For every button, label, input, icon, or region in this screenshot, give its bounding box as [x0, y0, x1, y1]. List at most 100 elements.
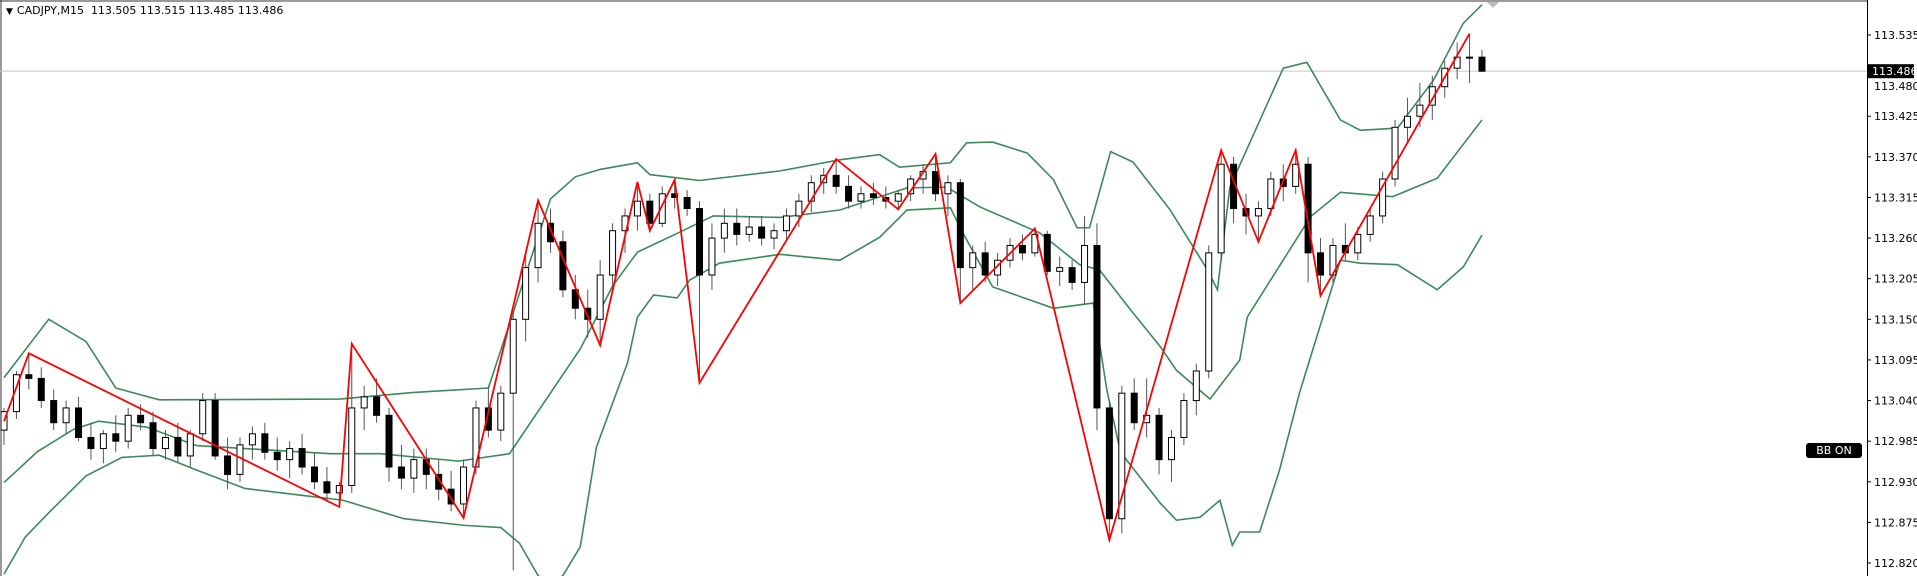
bull-candle-body	[708, 237, 716, 276]
bull-candle-body	[720, 222, 728, 239]
bear-candle-body	[397, 466, 405, 479]
candle	[37, 367, 45, 408]
candle	[1217, 150, 1225, 261]
bull-candle-body	[509, 318, 517, 394]
bear-candle-body	[447, 488, 455, 505]
bear-candle-body	[1130, 392, 1138, 424]
bull-candle-body	[1267, 178, 1275, 210]
bull-candle-body	[199, 400, 207, 435]
candle	[373, 378, 381, 423]
candle	[1031, 228, 1039, 257]
bear-candle-body	[1018, 244, 1026, 254]
y-tick-label: 113.480	[1874, 80, 1917, 93]
chart-shift-marker-icon[interactable]	[1487, 2, 1499, 8]
bear-candle-body	[956, 182, 964, 269]
candle	[509, 311, 517, 571]
bear-candle-body	[758, 226, 766, 239]
bull-candle-body	[1167, 436, 1175, 461]
bull-candle-body	[1292, 163, 1300, 187]
candle	[149, 411, 157, 456]
candle	[857, 186, 865, 209]
candle	[199, 393, 207, 442]
dropdown-triangle-icon[interactable]: ▼	[6, 7, 13, 17]
bollinger-lower-band	[3, 206, 1483, 576]
candle	[720, 208, 728, 253]
chart-title: ▼ CADJPY,M15 113.505 113.515 113.485 113.…	[6, 4, 283, 17]
candle	[832, 159, 840, 194]
bear-candle-body	[584, 307, 592, 320]
bull-candle-body	[1192, 370, 1200, 402]
bull-candle-body	[795, 200, 803, 217]
bear-candle-body	[1105, 407, 1113, 520]
bull-candle-body	[658, 193, 666, 224]
candle	[944, 175, 952, 216]
bull-candle-body	[410, 459, 418, 479]
bull-candle-body	[857, 193, 865, 202]
bear-candle-body	[149, 422, 157, 450]
candle	[1068, 260, 1076, 290]
candle	[1205, 245, 1213, 379]
bear-candle-body	[385, 414, 393, 468]
bull-candle-body	[770, 230, 778, 239]
bear-candle-body	[75, 407, 83, 438]
candle	[273, 437, 281, 471]
bear-candle-body	[484, 407, 492, 431]
bull-candle-body	[497, 392, 505, 431]
candle	[956, 179, 964, 304]
bull-candle-body	[782, 215, 790, 232]
candle	[360, 385, 368, 431]
candle	[50, 389, 58, 431]
y-tick-label: 113.040	[1874, 395, 1917, 408]
y-tick-label: 113.425	[1874, 110, 1917, 123]
bear-candle-body	[832, 174, 840, 187]
candle	[99, 430, 107, 464]
y-tick-label: 112.930	[1874, 476, 1917, 489]
bull-candle-body	[1254, 208, 1262, 217]
candle	[745, 215, 753, 242]
candle	[770, 223, 778, 250]
bull-candle-body	[1205, 252, 1213, 372]
bull-candle-body	[460, 466, 468, 505]
candle	[460, 459, 468, 518]
candle	[87, 422, 95, 460]
candle	[1155, 407, 1163, 475]
bear-candle-body	[273, 451, 281, 461]
candle	[248, 426, 256, 460]
candle	[708, 223, 716, 290]
candle	[633, 181, 641, 231]
bull-candle-body	[124, 414, 132, 442]
candle	[1366, 208, 1374, 242]
bear-candle-body	[50, 400, 58, 424]
bb-on-button[interactable]: BB ON	[1806, 443, 1862, 458]
candle	[1391, 119, 1399, 187]
bear-candle-body	[646, 200, 654, 224]
bear-candle-body	[311, 466, 318, 483]
candle	[25, 353, 33, 390]
y-tick-label: 113.095	[1874, 354, 1917, 367]
candle	[75, 396, 83, 442]
bull-candle-body	[534, 222, 542, 269]
ohlc-readout: 113.505 113.515 113.485 113.486	[90, 4, 284, 17]
candle	[1267, 171, 1275, 216]
bollinger-upper-band	[3, 4, 1483, 401]
bull-candle-body	[944, 182, 952, 195]
bull-candle-body	[99, 433, 107, 450]
bear-candle-body	[1155, 414, 1163, 461]
candle	[758, 215, 766, 246]
candle	[1230, 156, 1238, 224]
bear-candle-body	[559, 241, 567, 291]
bull-candle-body	[286, 448, 294, 461]
candle	[571, 275, 579, 320]
bear-candle-body	[373, 396, 381, 416]
candle	[1478, 49, 1486, 72]
bull-candle-body	[1379, 178, 1387, 217]
bull-candle-body	[633, 200, 641, 217]
bear-candle-body	[261, 433, 269, 453]
bull-candle-body	[1428, 86, 1436, 106]
bear-candle-body	[174, 436, 182, 457]
bear-candle-body	[112, 433, 120, 442]
candle	[1130, 378, 1138, 431]
bull-candle-body	[1180, 400, 1188, 438]
bull-candle-body	[1466, 56, 1474, 59]
